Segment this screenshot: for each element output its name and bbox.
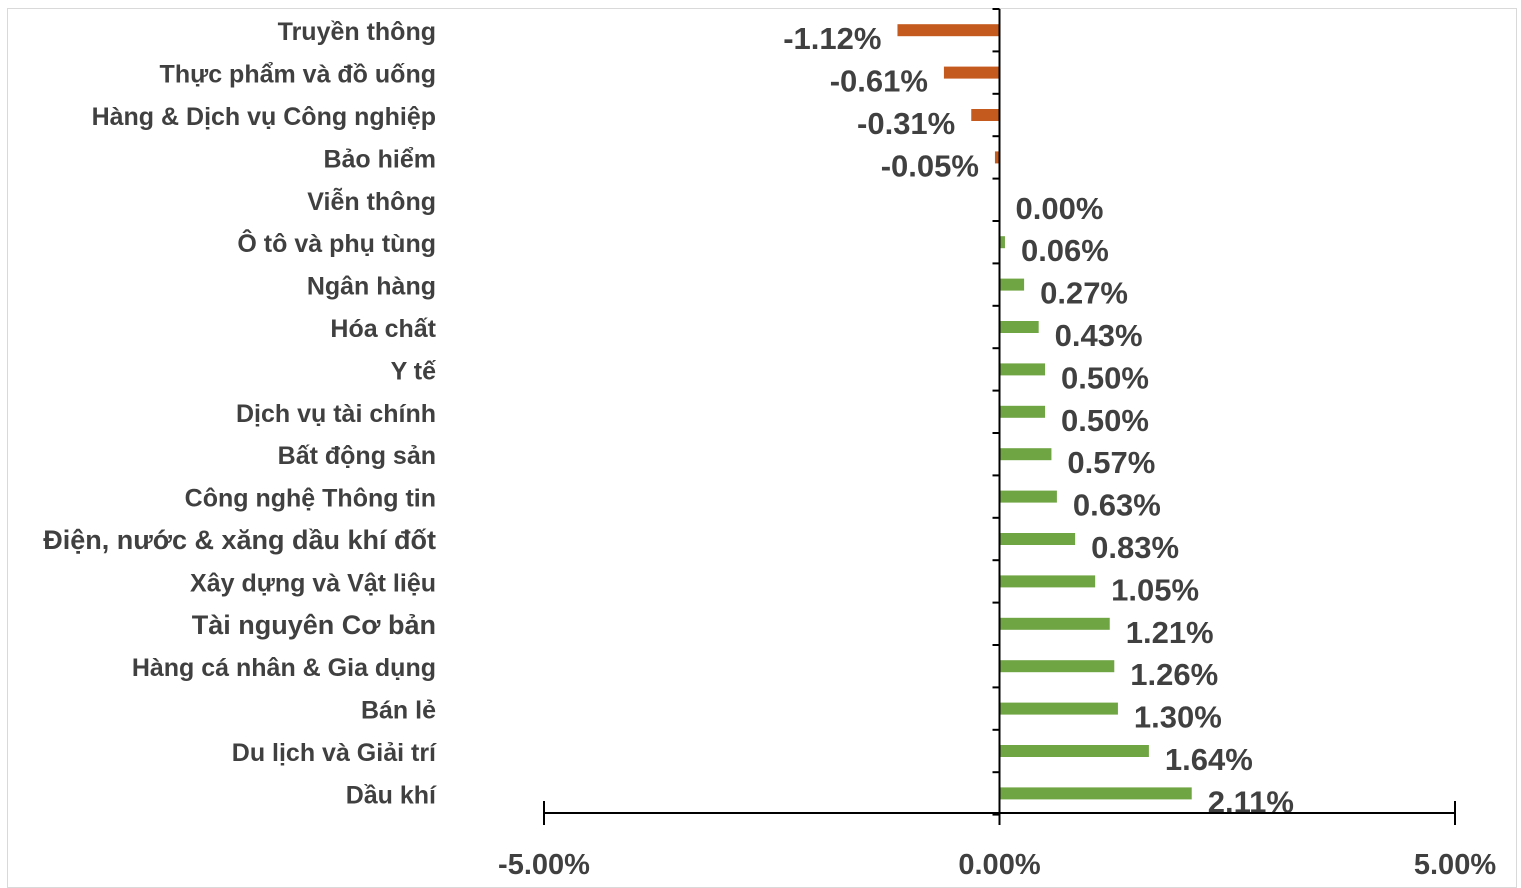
category-label: Ngân hàng xyxy=(307,273,436,301)
data-label: 0.27% xyxy=(1040,276,1128,311)
bar xyxy=(999,236,1005,249)
category-label: Bảo hiểm xyxy=(323,145,436,173)
category-label: Bất động sản xyxy=(278,442,436,470)
category-label: Điện, nước & xăng dầu khí đốt xyxy=(43,525,436,555)
data-label: 0.50% xyxy=(1061,403,1149,438)
bar xyxy=(999,321,1039,333)
bar xyxy=(999,575,1096,588)
data-label: 2.11% xyxy=(1208,784,1294,819)
category-label: Thực phẩm và đồ uống xyxy=(160,61,436,89)
bar xyxy=(943,66,1000,79)
category-label: Hàng & Dịch vụ Công nghiệp xyxy=(92,103,436,131)
chart-frame xyxy=(7,8,1517,888)
data-label: 1.64% xyxy=(1165,742,1253,777)
bar xyxy=(999,363,1046,376)
data-label: -0.05% xyxy=(881,148,979,183)
bar xyxy=(897,24,1000,37)
bar xyxy=(971,109,1000,121)
data-label: -0.31% xyxy=(857,106,955,141)
data-label: -0.61% xyxy=(830,64,928,99)
bar xyxy=(999,490,1057,503)
category-label: Viễn thông xyxy=(307,186,436,216)
bar xyxy=(999,617,1110,630)
data-label: 0.57% xyxy=(1067,445,1155,480)
data-label: 1.05% xyxy=(1111,572,1199,607)
bar xyxy=(999,278,1025,291)
data-label: 0.06% xyxy=(1021,233,1109,268)
data-label: 0.50% xyxy=(1061,360,1149,395)
category-label: Du lịch và Giải trí xyxy=(232,739,437,767)
x-tick-label: -5.00% xyxy=(498,849,590,881)
x-tick-label: 5.00% xyxy=(1414,849,1496,881)
category-label: Y tế xyxy=(391,357,436,385)
data-label: 0.83% xyxy=(1091,530,1179,565)
bar xyxy=(994,151,1000,164)
category-label: Xây dựng và Vật liệu xyxy=(190,569,436,597)
bar xyxy=(999,405,1046,418)
bar xyxy=(999,660,1115,673)
bar xyxy=(999,448,1052,461)
data-label: 1.26% xyxy=(1130,657,1218,692)
bar xyxy=(999,702,1118,715)
x-tick-label: 0.00% xyxy=(958,849,1040,881)
category-label: Hóa chất xyxy=(330,315,436,343)
data-label: 0.63% xyxy=(1073,488,1161,523)
category-label: Dầu khí xyxy=(346,781,437,809)
bar xyxy=(999,745,1149,757)
data-label: 1.30% xyxy=(1134,700,1222,735)
category-label: Dịch vụ tài chính xyxy=(236,400,436,428)
data-label: 0.00% xyxy=(1016,191,1104,226)
data-label: -1.12% xyxy=(783,21,881,56)
bar xyxy=(999,533,1076,545)
category-label: Công nghệ Thông tin xyxy=(185,485,436,513)
category-label: Hàng cá nhân & Gia dụng xyxy=(132,654,436,682)
category-label: Truyền thông xyxy=(278,18,436,46)
category-label: Bán lẻ xyxy=(361,697,436,725)
bar xyxy=(999,787,1192,800)
data-label: 1.21% xyxy=(1126,615,1214,650)
data-label: 0.43% xyxy=(1055,318,1143,353)
category-label: Ô tô và phụ tùng xyxy=(237,228,436,258)
category-label: Tài nguyên Cơ bản xyxy=(192,610,436,640)
